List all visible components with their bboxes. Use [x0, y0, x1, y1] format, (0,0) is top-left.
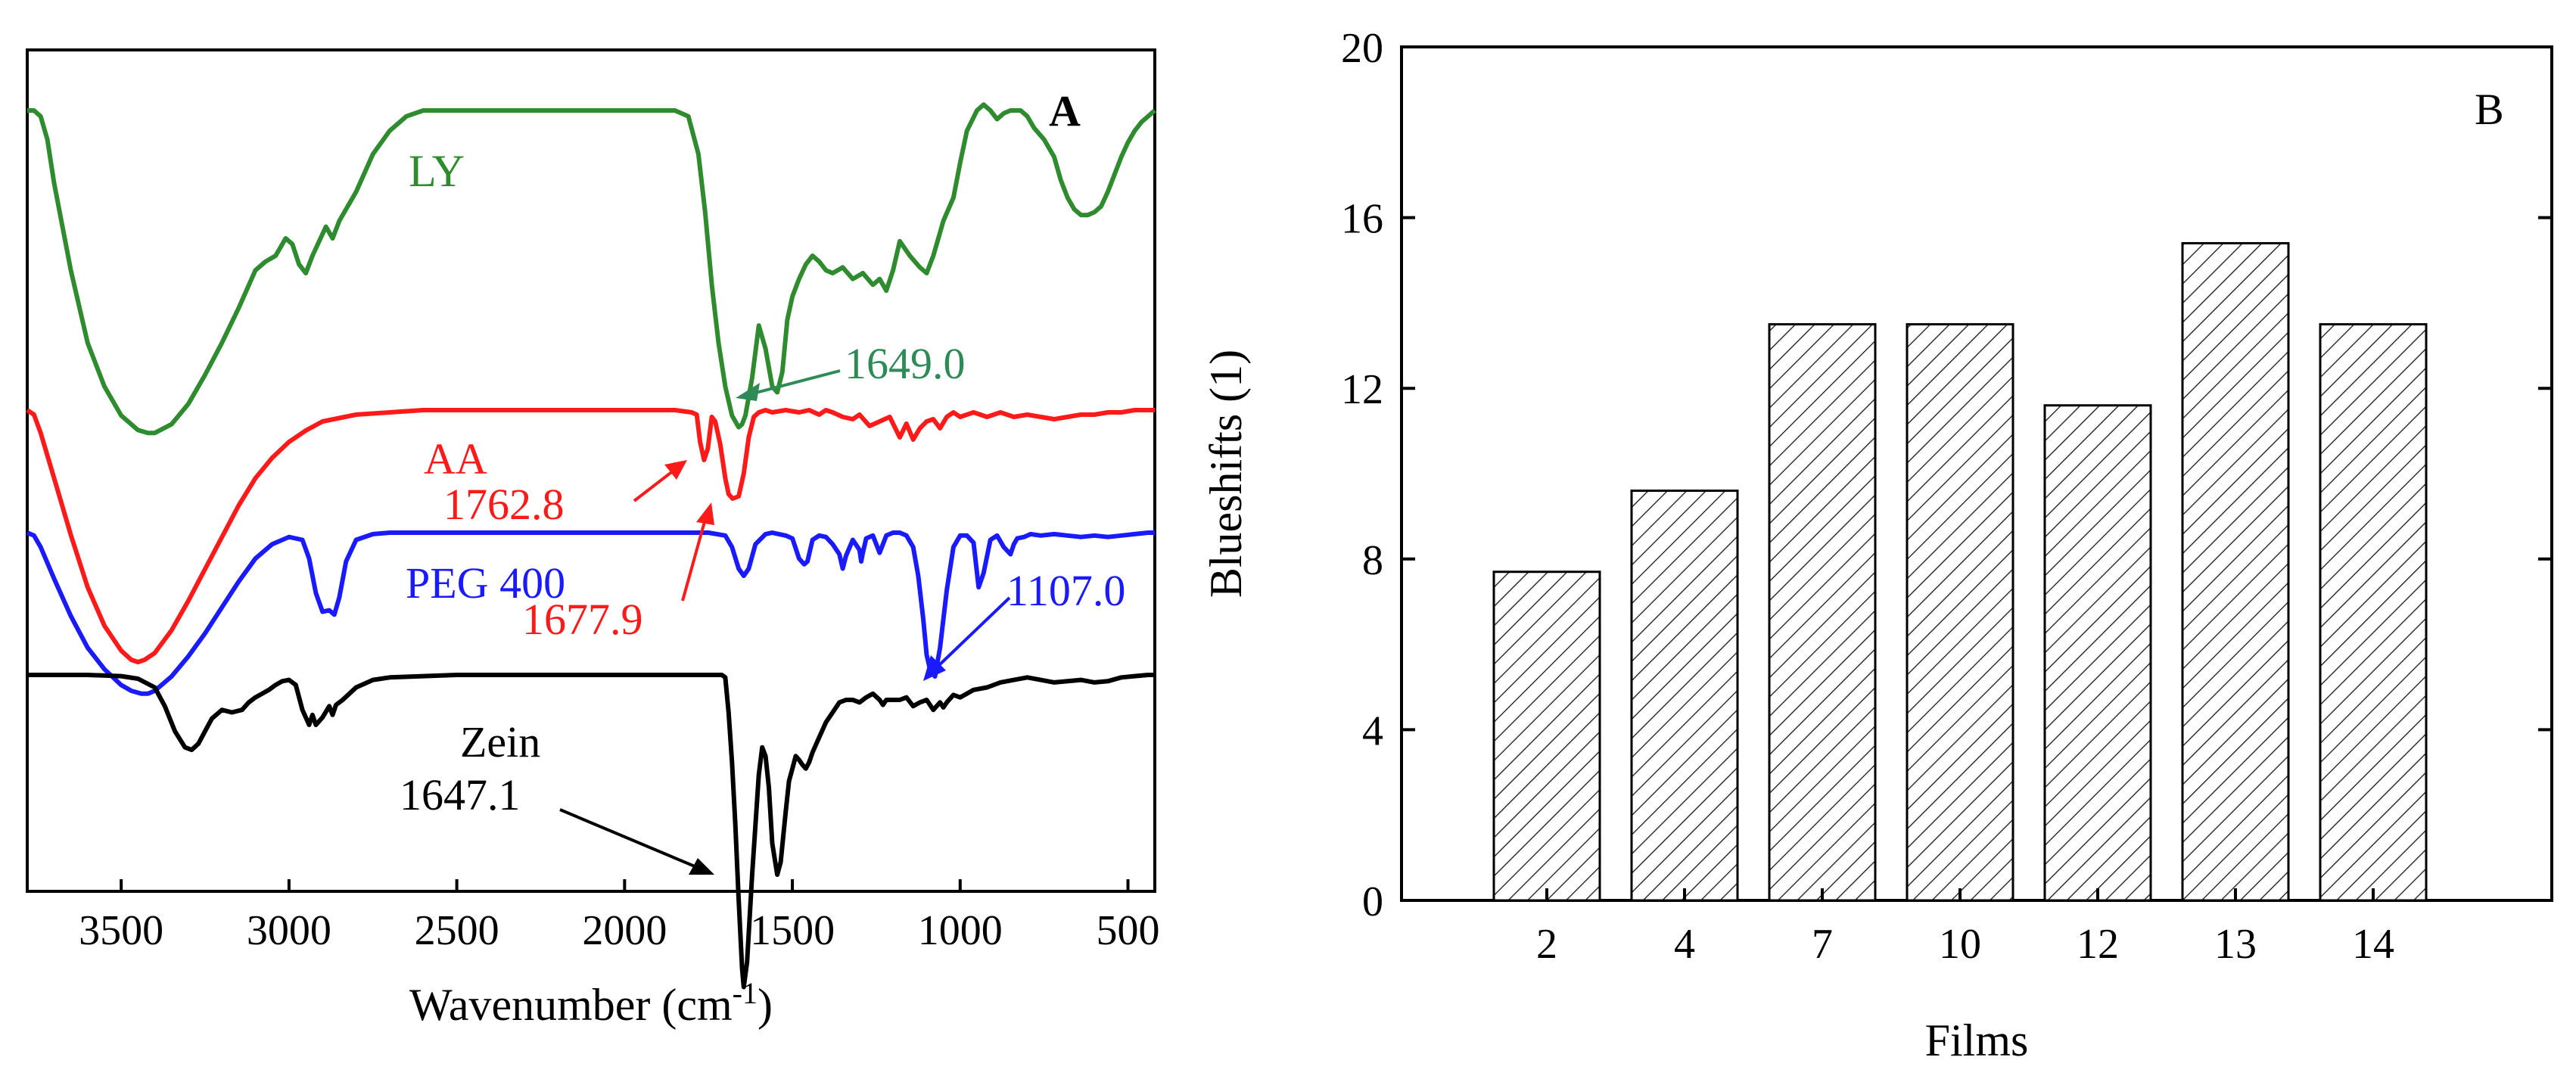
label-peg-400: PEG 400: [406, 558, 565, 608]
arrow-1677-9: [681, 502, 714, 602]
arrow-1647-1: [559, 808, 714, 875]
x-tick-label: 500: [1097, 907, 1160, 954]
panel-b-y-ticks: 0 4 8 12 16 20: [1341, 25, 2552, 925]
series-zein: [27, 673, 1155, 990]
panel-b-bars-group: [1492, 241, 2428, 902]
panel-b-y-axis-title: Blueshifts (1): [1201, 350, 1251, 598]
panel-a-frame: [26, 48, 1156, 893]
label-zein: Zein: [460, 717, 540, 766]
bar-film-14: [2319, 323, 2428, 902]
bar-film-13: [2181, 241, 2290, 902]
panel-a-label: A: [1049, 86, 1081, 135]
bar-film-2: [1492, 571, 1601, 902]
x-tick-label: 14: [2352, 921, 2394, 968]
x-tick-label: 12: [2077, 921, 2119, 968]
series-peg-400: [26, 530, 1155, 696]
arrow-1107-0: [923, 596, 1011, 681]
x-tick-label: 2000: [582, 907, 667, 954]
label-1647-1: 1647.1: [400, 770, 521, 819]
label-1762-8: 1762.8: [443, 480, 565, 529]
y-tick-label: 0: [1362, 878, 1383, 925]
bar-film-12: [2043, 404, 2152, 902]
y-tick-label: 12: [1341, 366, 1383, 413]
label-1677-9: 1677.9: [522, 595, 643, 644]
arrow-1649-0: [736, 369, 841, 401]
bar-film-7: [1768, 323, 1877, 902]
panel-a-series-group: [26, 102, 1156, 990]
panel-a-ftir-spectra: 3500 3000 2500 2000 1500 1000 500 A Wavenumber…: [26, 48, 1160, 1031]
panel-b-x-axis-title: Films: [1925, 1015, 2029, 1065]
x-tick-label: 7: [1812, 921, 1833, 968]
y-tick-label: 4: [1362, 707, 1383, 754]
x-tick-label: 1000: [918, 907, 1003, 954]
x-tick-label: 3000: [247, 907, 331, 954]
label-ly: LY: [409, 146, 465, 196]
y-tick-label: 16: [1341, 196, 1383, 243]
x-tick-label: 10: [1939, 921, 1981, 968]
x-tick-label: 3500: [79, 907, 163, 954]
arrow-1762-8: [633, 460, 687, 502]
panel-b-x-ticks: 2 4 7 10 12 13 14: [1536, 888, 2394, 968]
y-tick-label: 8: [1362, 537, 1383, 584]
label-1649-0: 1649.0: [845, 339, 966, 388]
x-tick-label: 2: [1536, 921, 1557, 968]
panel-a-x-axis-title: Wavenumber (cm-1): [409, 976, 773, 1031]
series-ly: [27, 102, 1156, 436]
bar-film-4: [1630, 490, 1739, 902]
x-tick-label: 4: [1674, 921, 1695, 968]
panel-b-label: B: [2475, 85, 2504, 134]
label-aa: AA: [424, 434, 487, 483]
x-tick-label: 13: [2214, 921, 2257, 968]
x-tick-label: 1500: [750, 907, 835, 954]
x-tick-label: 2500: [415, 907, 499, 954]
panel-a-x-ticks: 3500 3000 2500 2000 1500 1000 500: [79, 879, 1160, 954]
y-tick-label: 20: [1341, 25, 1383, 72]
label-1107-0: 1107.0: [1006, 566, 1125, 615]
series-aa: [26, 408, 1155, 664]
bar-film-10: [1906, 323, 2014, 902]
